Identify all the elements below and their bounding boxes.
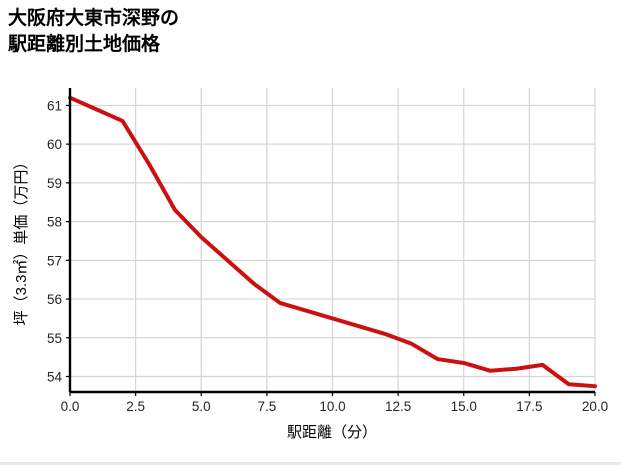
tick-label-y: 60 [47, 137, 62, 152]
tick-label-y: 58 [47, 215, 62, 230]
tick-label-x: 0.0 [61, 399, 80, 414]
tick-label-y: 59 [47, 176, 62, 191]
tick-label-x: 12.5 [385, 399, 411, 414]
tick-label-y: 56 [47, 292, 62, 307]
tick-label-y: 61 [47, 98, 62, 113]
tick-label-y: 57 [47, 253, 62, 268]
tick-label-x: 15.0 [451, 399, 477, 414]
tick-label-y: 55 [47, 331, 62, 346]
footer-divider [0, 462, 621, 465]
x-axis-title: 駅距離（分） [287, 423, 377, 441]
tick-label-x: 17.5 [516, 399, 542, 414]
y-axis-title: 坪（3.3㎡）単価（万円） [13, 155, 30, 326]
tick-label-x: 7.5 [257, 399, 276, 414]
y-axis-tick-marks [66, 104, 70, 378]
y-axis-tick-labels: 54 55 56 57 58 59 60 61 [47, 98, 63, 384]
tick-label-x: 5.0 [192, 399, 211, 414]
tick-label-x: 20.0 [582, 399, 608, 414]
x-axis-tick-marks [69, 392, 596, 396]
data-series-line [68, 95, 597, 389]
tick-label-x: 10.0 [319, 399, 345, 414]
tick-label-x: 2.5 [126, 399, 145, 414]
page-title: 大阪府大東市深野の 駅距離別土地価格 [8, 8, 180, 55]
x-axis-tick-labels: 0.0 2.5 5.0 7.5 10.0 12.5 15.0 17.5 20.0 [61, 399, 609, 414]
tick-label-y: 54 [47, 370, 63, 385]
